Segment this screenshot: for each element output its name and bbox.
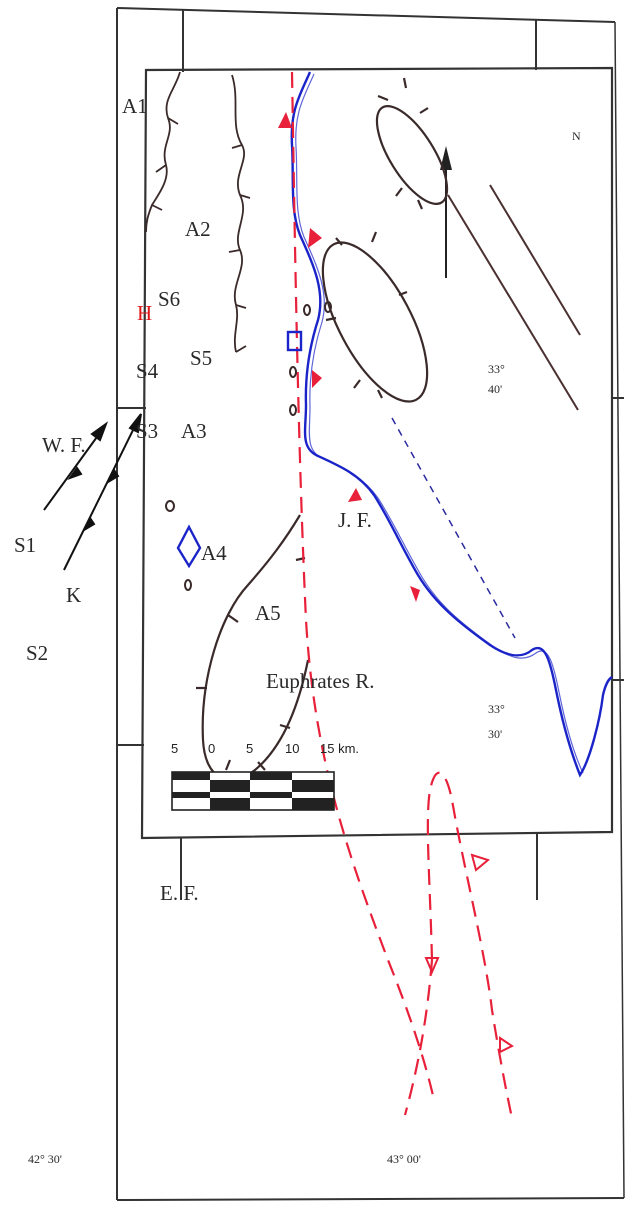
area-label-a1: A1	[122, 94, 148, 118]
station-label-s6: S6	[158, 287, 180, 311]
structure-ellipse-a5	[196, 514, 310, 781]
euphrates-river	[290, 71, 613, 778]
lat-lower-min: 30'	[488, 727, 502, 741]
boundary-a2	[228, 74, 251, 353]
structure-ellipse-middle	[321, 231, 429, 403]
map-frame	[116, 7, 625, 1201]
wf-label: W. F.	[42, 433, 86, 457]
scale-label-0: 5	[171, 741, 178, 756]
dashed-lineament	[391, 417, 516, 639]
north-label: N	[572, 129, 581, 143]
fault-markers	[278, 112, 420, 602]
station-label-s4: S4	[136, 359, 159, 383]
scale-label-3: 10	[285, 741, 299, 756]
lon-center-label: 43° 00'	[387, 1152, 421, 1166]
area-label-a5: A5	[255, 601, 281, 625]
structure-ellipse-north	[375, 77, 449, 210]
station-label-s3: S3	[136, 419, 158, 443]
lon-left-label: 42° 30'	[28, 1152, 62, 1166]
area-label-a2: A2	[185, 217, 211, 241]
ef-label: E. F.	[160, 881, 199, 905]
station-label-s1: S1	[14, 533, 36, 557]
lat-upper-deg: 33°	[488, 362, 505, 376]
lineament-lines	[447, 184, 581, 411]
square-marker	[286, 330, 303, 352]
station-label-s5: S5	[190, 346, 212, 370]
h-label: H	[137, 301, 152, 325]
k-label: K	[66, 583, 81, 607]
scale-label-4: 15 km.	[320, 741, 359, 756]
boundary-a1	[145, 71, 181, 233]
scale-bar	[171, 771, 335, 811]
circle-markers	[165, 301, 332, 591]
fault-lines	[290, 71, 514, 1119]
station-arrows	[43, 413, 142, 571]
area-label-a4: A4	[201, 541, 227, 565]
river-label: Euphrates R.	[266, 669, 374, 693]
diamond-marker	[176, 524, 202, 569]
station-label-s2: S2	[26, 641, 48, 665]
scale-label-2: 5	[246, 741, 253, 756]
lat-lower-deg: 33°	[488, 702, 505, 716]
lat-upper-min: 40'	[488, 382, 502, 396]
scale-label-1: 0	[208, 741, 215, 756]
scale-labels: 5 0 5 10 15 km.	[171, 741, 359, 756]
jf-label: J. F.	[338, 508, 372, 532]
fault-markers-open	[424, 853, 514, 1054]
area-label-a3: A3	[181, 419, 207, 443]
